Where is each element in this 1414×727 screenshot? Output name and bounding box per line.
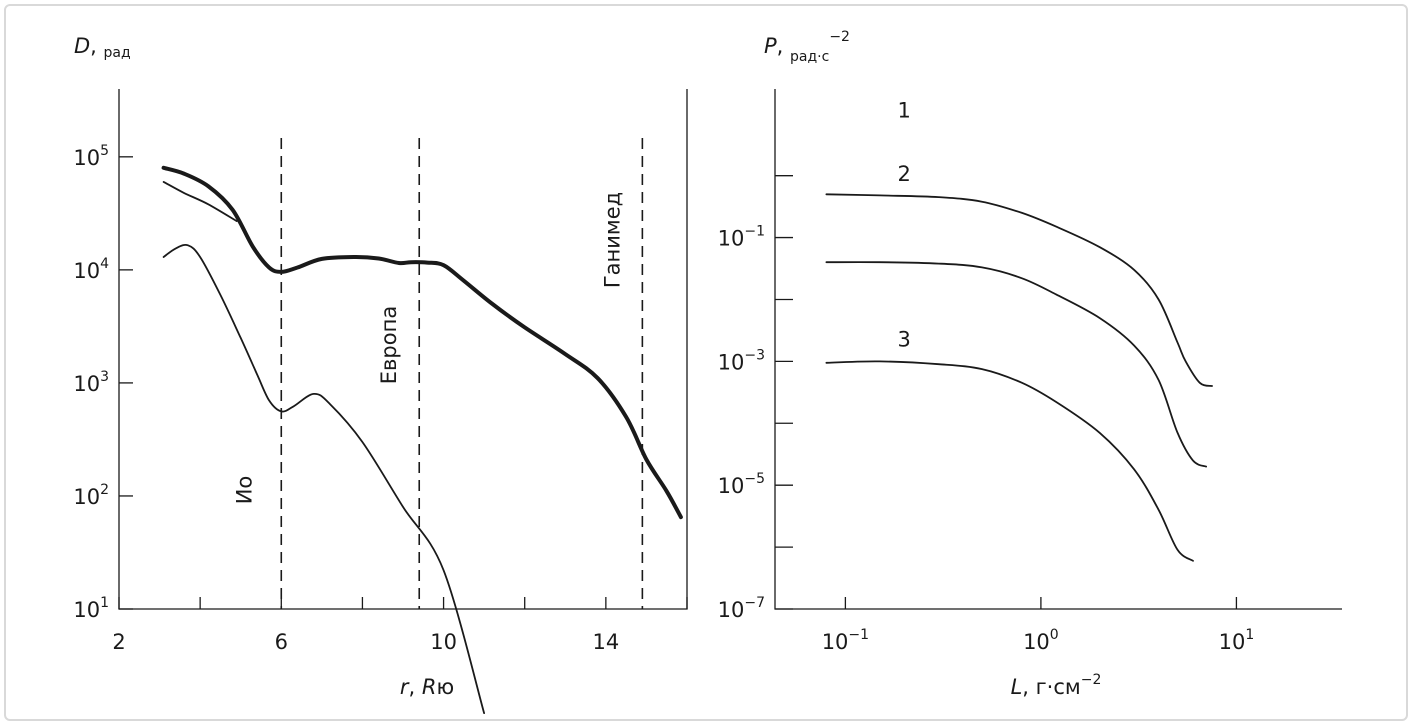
left-x-axis-label: r, Rю [400,675,454,699]
right-y-var: P [764,34,777,58]
left-y-tick-exponent: 1 [100,595,109,611]
left-series-line-1 [162,181,238,222]
right-series-line-2 [825,360,1194,562]
right-x-var: L [1011,675,1023,699]
right-x-tick-exponent: 1 [1245,627,1254,643]
left-y-tick-label-3: 104 [73,256,109,283]
left-y-tick-label-4: 105 [73,143,109,170]
moon-label-2: Ганимед [600,192,624,288]
right-y-sep: , [777,34,790,58]
right-series-label-2: 3 [898,328,911,352]
left-x-sep: , [409,675,422,699]
left-y-tick-exponent: 2 [100,482,109,498]
right-y-unit: рад·с [790,49,829,65]
right-y-tick-exponent: −7 [744,595,765,611]
right-y-tick-label-3: 10−1 [718,224,765,251]
right-series-line-0 [825,193,1213,387]
right-y-tick-exponent: −5 [744,471,765,487]
left-y-tick-base: 10 [73,598,100,622]
left-x-var: r [400,675,410,699]
right-plot-axes [774,89,1342,610]
left-y-tick-base: 10 [73,259,100,283]
right-x-tick-base: 10 [1023,630,1050,654]
left-plot-axes [118,89,688,610]
left-x-tick-label-0: 2 [112,630,125,654]
right-x-tick-label-2: 101 [1219,627,1255,654]
left-y-tick-base: 10 [73,372,100,396]
left-y-tick-base: 10 [73,146,100,170]
right-y-tick-base: 10 [718,474,745,498]
right-y-unit-sup: −2 [829,29,850,45]
left-series-line-0 [161,165,683,520]
right-y-tick-base: 10 [718,598,745,622]
left-y-tick-exponent: 4 [100,256,109,272]
right-x-tick-exponent: −1 [848,627,869,643]
right-y-tick-exponent: −3 [744,347,765,363]
left-y-tick-exponent: 3 [100,369,109,385]
right-y-axis-label: P, рад·с−2 [764,29,850,65]
left-x-unit-sub: ю [436,675,454,699]
left-x-unit-var: R [422,675,437,699]
left-y-tick-base: 10 [73,485,100,509]
right-y-tick-label-0: 10−7 [718,595,765,622]
left-y-sep: , [90,34,103,58]
right-y-tick-label-1: 10−5 [718,471,765,498]
right-y-tick-base: 10 [718,227,745,251]
right-x-tick-base: 10 [822,630,849,654]
right-y-tick-exponent: −1 [744,224,765,240]
figure-frame [4,4,1408,721]
right-series-label-0: 1 [898,98,911,122]
right-x-unit-sup: −2 [1081,672,1102,688]
right-series-line-1 [825,261,1207,468]
left-y-tick-exponent: 5 [100,143,109,159]
left-y-tick-label-2: 103 [73,369,109,396]
right-y-tick-base: 10 [718,350,745,374]
left-y-unit: рад [104,45,131,61]
right-x-axis-label: L, г·см−2 [1011,672,1102,699]
left-series-line-2 [162,243,485,714]
right-x-tick-base: 10 [1219,630,1246,654]
right-series-label-1: 2 [898,162,911,186]
moon-label-0: Ио [232,476,256,505]
left-y-tick-label-1: 102 [73,482,109,509]
left-y-tick-label-0: 101 [73,595,109,622]
left-x-tick-label-3: 14 [592,630,619,654]
left-x-tick-label-2: 10 [430,630,457,654]
right-x-tick-exponent: 0 [1050,627,1059,643]
right-y-tick-label-2: 10−3 [718,347,765,374]
right-x-tick-label-1: 100 [1023,627,1059,654]
left-y-var: D [74,34,90,58]
right-x-tick-label-0: 10−1 [822,627,869,654]
left-y-axis-label: D, рад [74,34,131,61]
left-x-tick-label-1: 6 [275,630,288,654]
right-x-unit: , г·см [1022,675,1080,699]
moon-label-1: Европа [377,306,401,384]
